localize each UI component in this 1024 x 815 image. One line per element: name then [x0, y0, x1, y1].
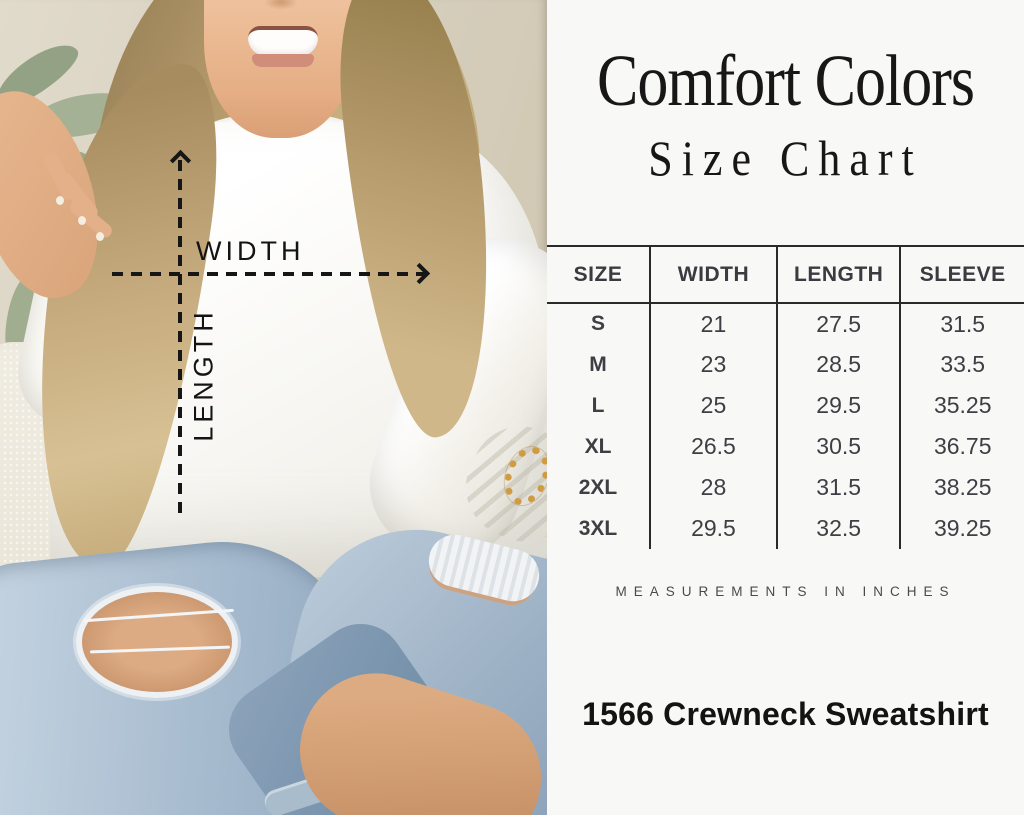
model-photo: WIDTH LENGTH — [0, 0, 547, 815]
table-cell: 21 — [649, 303, 777, 344]
table-cell: 32.5 — [775, 508, 901, 549]
table-cell: 30.5 — [775, 426, 901, 467]
table-cell: 28.5 — [775, 344, 901, 385]
length-arrow-line — [178, 160, 182, 518]
table-row: L 25 29.5 35.25 — [547, 385, 1024, 426]
model-lips — [252, 54, 314, 67]
table-cell: M — [589, 352, 607, 376]
table-cell: 31.5 — [775, 467, 901, 508]
table-cell: 26.5 — [649, 426, 777, 467]
header-size: SIZE — [547, 246, 651, 304]
table-row: 3XL 29.5 32.5 39.25 — [547, 508, 1024, 549]
table-cell: XL — [584, 434, 612, 458]
length-annotation-label: LENGTH — [188, 308, 219, 442]
table-row: 2XL 28 31.5 38.25 — [547, 467, 1024, 508]
table-cell: 2XL — [578, 475, 618, 499]
table-cell: 29.5 — [775, 385, 901, 426]
table-row: XL 26.5 30.5 36.75 — [547, 426, 1024, 467]
table-cell: 25 — [649, 385, 777, 426]
header-sleeve: SLEEVE — [899, 246, 1024, 304]
table-cell: 31.5 — [899, 303, 1024, 344]
brand-title: Comfort Colors — [597, 41, 975, 122]
table-cell: 39.25 — [899, 508, 1024, 549]
table-cell: 35.25 — [899, 385, 1024, 426]
table-cell: 36.75 — [899, 426, 1024, 467]
header-length: LENGTH — [775, 246, 901, 304]
table-cell: 33.5 — [899, 344, 1024, 385]
model-face — [204, 0, 356, 138]
table-cell: S — [591, 312, 606, 335]
table-cell: 27.5 — [775, 303, 901, 344]
model-smile — [248, 26, 318, 56]
size-chart-panel: Comfort Colors Size Chart SIZE WIDTH LEN… — [547, 0, 1024, 815]
width-arrow-line — [112, 272, 426, 276]
table-row: M 23 28.5 33.5 — [547, 344, 1024, 385]
table-cell: 29.5 — [649, 508, 777, 549]
measurements-note: MEASUREMENTS IN INCHES — [615, 584, 956, 599]
table-cell: L — [591, 393, 605, 417]
table-cell: 38.25 — [899, 467, 1024, 508]
table-header-row: SIZE WIDTH LENGTH SLEEVE — [547, 246, 1024, 304]
size-table: SIZE WIDTH LENGTH SLEEVE S 21 27.5 31.5 … — [547, 245, 1024, 549]
width-annotation-label: WIDTH — [196, 236, 305, 266]
fingernail — [56, 196, 64, 205]
table-cell: 23 — [649, 344, 777, 385]
product-name: 1566 Crewneck Sweatshirt — [582, 696, 989, 732]
table-cell: 28 — [649, 467, 777, 508]
fingernail — [96, 232, 104, 241]
model-nose — [264, 0, 298, 10]
table-cell: 3XL — [578, 516, 618, 540]
jeans-knee-rip — [76, 586, 238, 698]
size-chart-subtitle: Size Chart — [648, 131, 923, 186]
header-width: WIDTH — [649, 246, 777, 304]
fingernail — [78, 216, 86, 225]
table-row: S 21 27.5 31.5 — [547, 303, 1024, 344]
